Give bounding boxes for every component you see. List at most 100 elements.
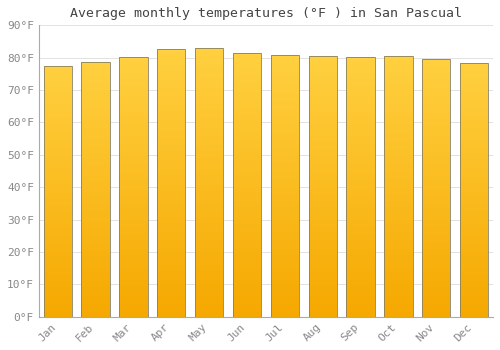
Bar: [233, 150, 261, 153]
Bar: [233, 264, 261, 267]
Bar: [82, 217, 110, 220]
Bar: [270, 63, 299, 65]
Bar: [346, 197, 375, 200]
Bar: [422, 175, 450, 177]
Bar: [346, 70, 375, 72]
Bar: [119, 239, 148, 241]
Bar: [82, 87, 110, 90]
Bar: [384, 249, 412, 252]
Bar: [195, 295, 224, 298]
Bar: [44, 68, 72, 71]
Bar: [270, 230, 299, 233]
Bar: [422, 149, 450, 152]
Bar: [233, 274, 261, 277]
Bar: [308, 236, 337, 239]
Bar: [157, 298, 186, 301]
Bar: [270, 217, 299, 220]
Bar: [195, 188, 224, 190]
Bar: [44, 302, 72, 304]
Bar: [460, 106, 488, 108]
Bar: [346, 244, 375, 247]
Bar: [308, 137, 337, 140]
Bar: [195, 128, 224, 131]
Bar: [308, 254, 337, 257]
Bar: [195, 166, 224, 169]
Bar: [460, 108, 488, 111]
Bar: [195, 107, 224, 110]
Bar: [195, 110, 224, 112]
Bar: [270, 257, 299, 259]
Bar: [233, 282, 261, 285]
Bar: [233, 272, 261, 274]
Bar: [346, 156, 375, 158]
Bar: [346, 257, 375, 260]
Bar: [44, 257, 72, 259]
Bar: [308, 210, 337, 213]
Bar: [119, 205, 148, 208]
Bar: [195, 83, 224, 86]
Bar: [119, 179, 148, 182]
Bar: [422, 133, 450, 136]
Bar: [44, 297, 72, 299]
Bar: [422, 265, 450, 268]
Bar: [195, 169, 224, 171]
Bar: [422, 69, 450, 71]
Bar: [346, 172, 375, 174]
Bar: [460, 167, 488, 169]
Bar: [460, 93, 488, 96]
Bar: [346, 60, 375, 62]
Bar: [346, 223, 375, 226]
Bar: [460, 78, 488, 80]
Bar: [82, 230, 110, 232]
Bar: [384, 168, 412, 170]
Bar: [346, 241, 375, 244]
Bar: [157, 276, 186, 279]
Bar: [308, 267, 337, 270]
Bar: [157, 194, 186, 196]
Bar: [82, 309, 110, 312]
Bar: [44, 78, 72, 81]
Bar: [157, 97, 186, 100]
Bar: [157, 151, 186, 154]
Bar: [270, 84, 299, 86]
Bar: [82, 286, 110, 289]
Bar: [44, 269, 72, 272]
Bar: [422, 146, 450, 149]
Bar: [233, 161, 261, 164]
Bar: [119, 229, 148, 231]
Bar: [460, 304, 488, 307]
Bar: [384, 150, 412, 152]
Bar: [119, 203, 148, 205]
Bar: [195, 274, 224, 276]
Bar: [270, 128, 299, 131]
Bar: [422, 250, 450, 252]
Bar: [195, 239, 224, 241]
Bar: [270, 270, 299, 272]
Bar: [44, 226, 72, 229]
Bar: [384, 66, 412, 69]
Bar: [157, 132, 186, 135]
Bar: [346, 229, 375, 231]
Bar: [82, 176, 110, 179]
Bar: [346, 153, 375, 156]
Bar: [460, 157, 488, 159]
Bar: [460, 289, 488, 292]
Bar: [308, 85, 337, 88]
Bar: [346, 75, 375, 78]
Bar: [308, 262, 337, 265]
Bar: [422, 275, 450, 278]
Bar: [460, 223, 488, 225]
Bar: [82, 240, 110, 243]
Bar: [119, 236, 148, 239]
Bar: [44, 244, 72, 246]
Bar: [346, 86, 375, 88]
Bar: [82, 135, 110, 138]
Bar: [195, 134, 224, 136]
Bar: [233, 66, 261, 69]
Bar: [460, 258, 488, 261]
Bar: [44, 108, 72, 111]
Bar: [82, 118, 110, 120]
Bar: [157, 124, 186, 127]
Bar: [346, 163, 375, 166]
Bar: [270, 194, 299, 196]
